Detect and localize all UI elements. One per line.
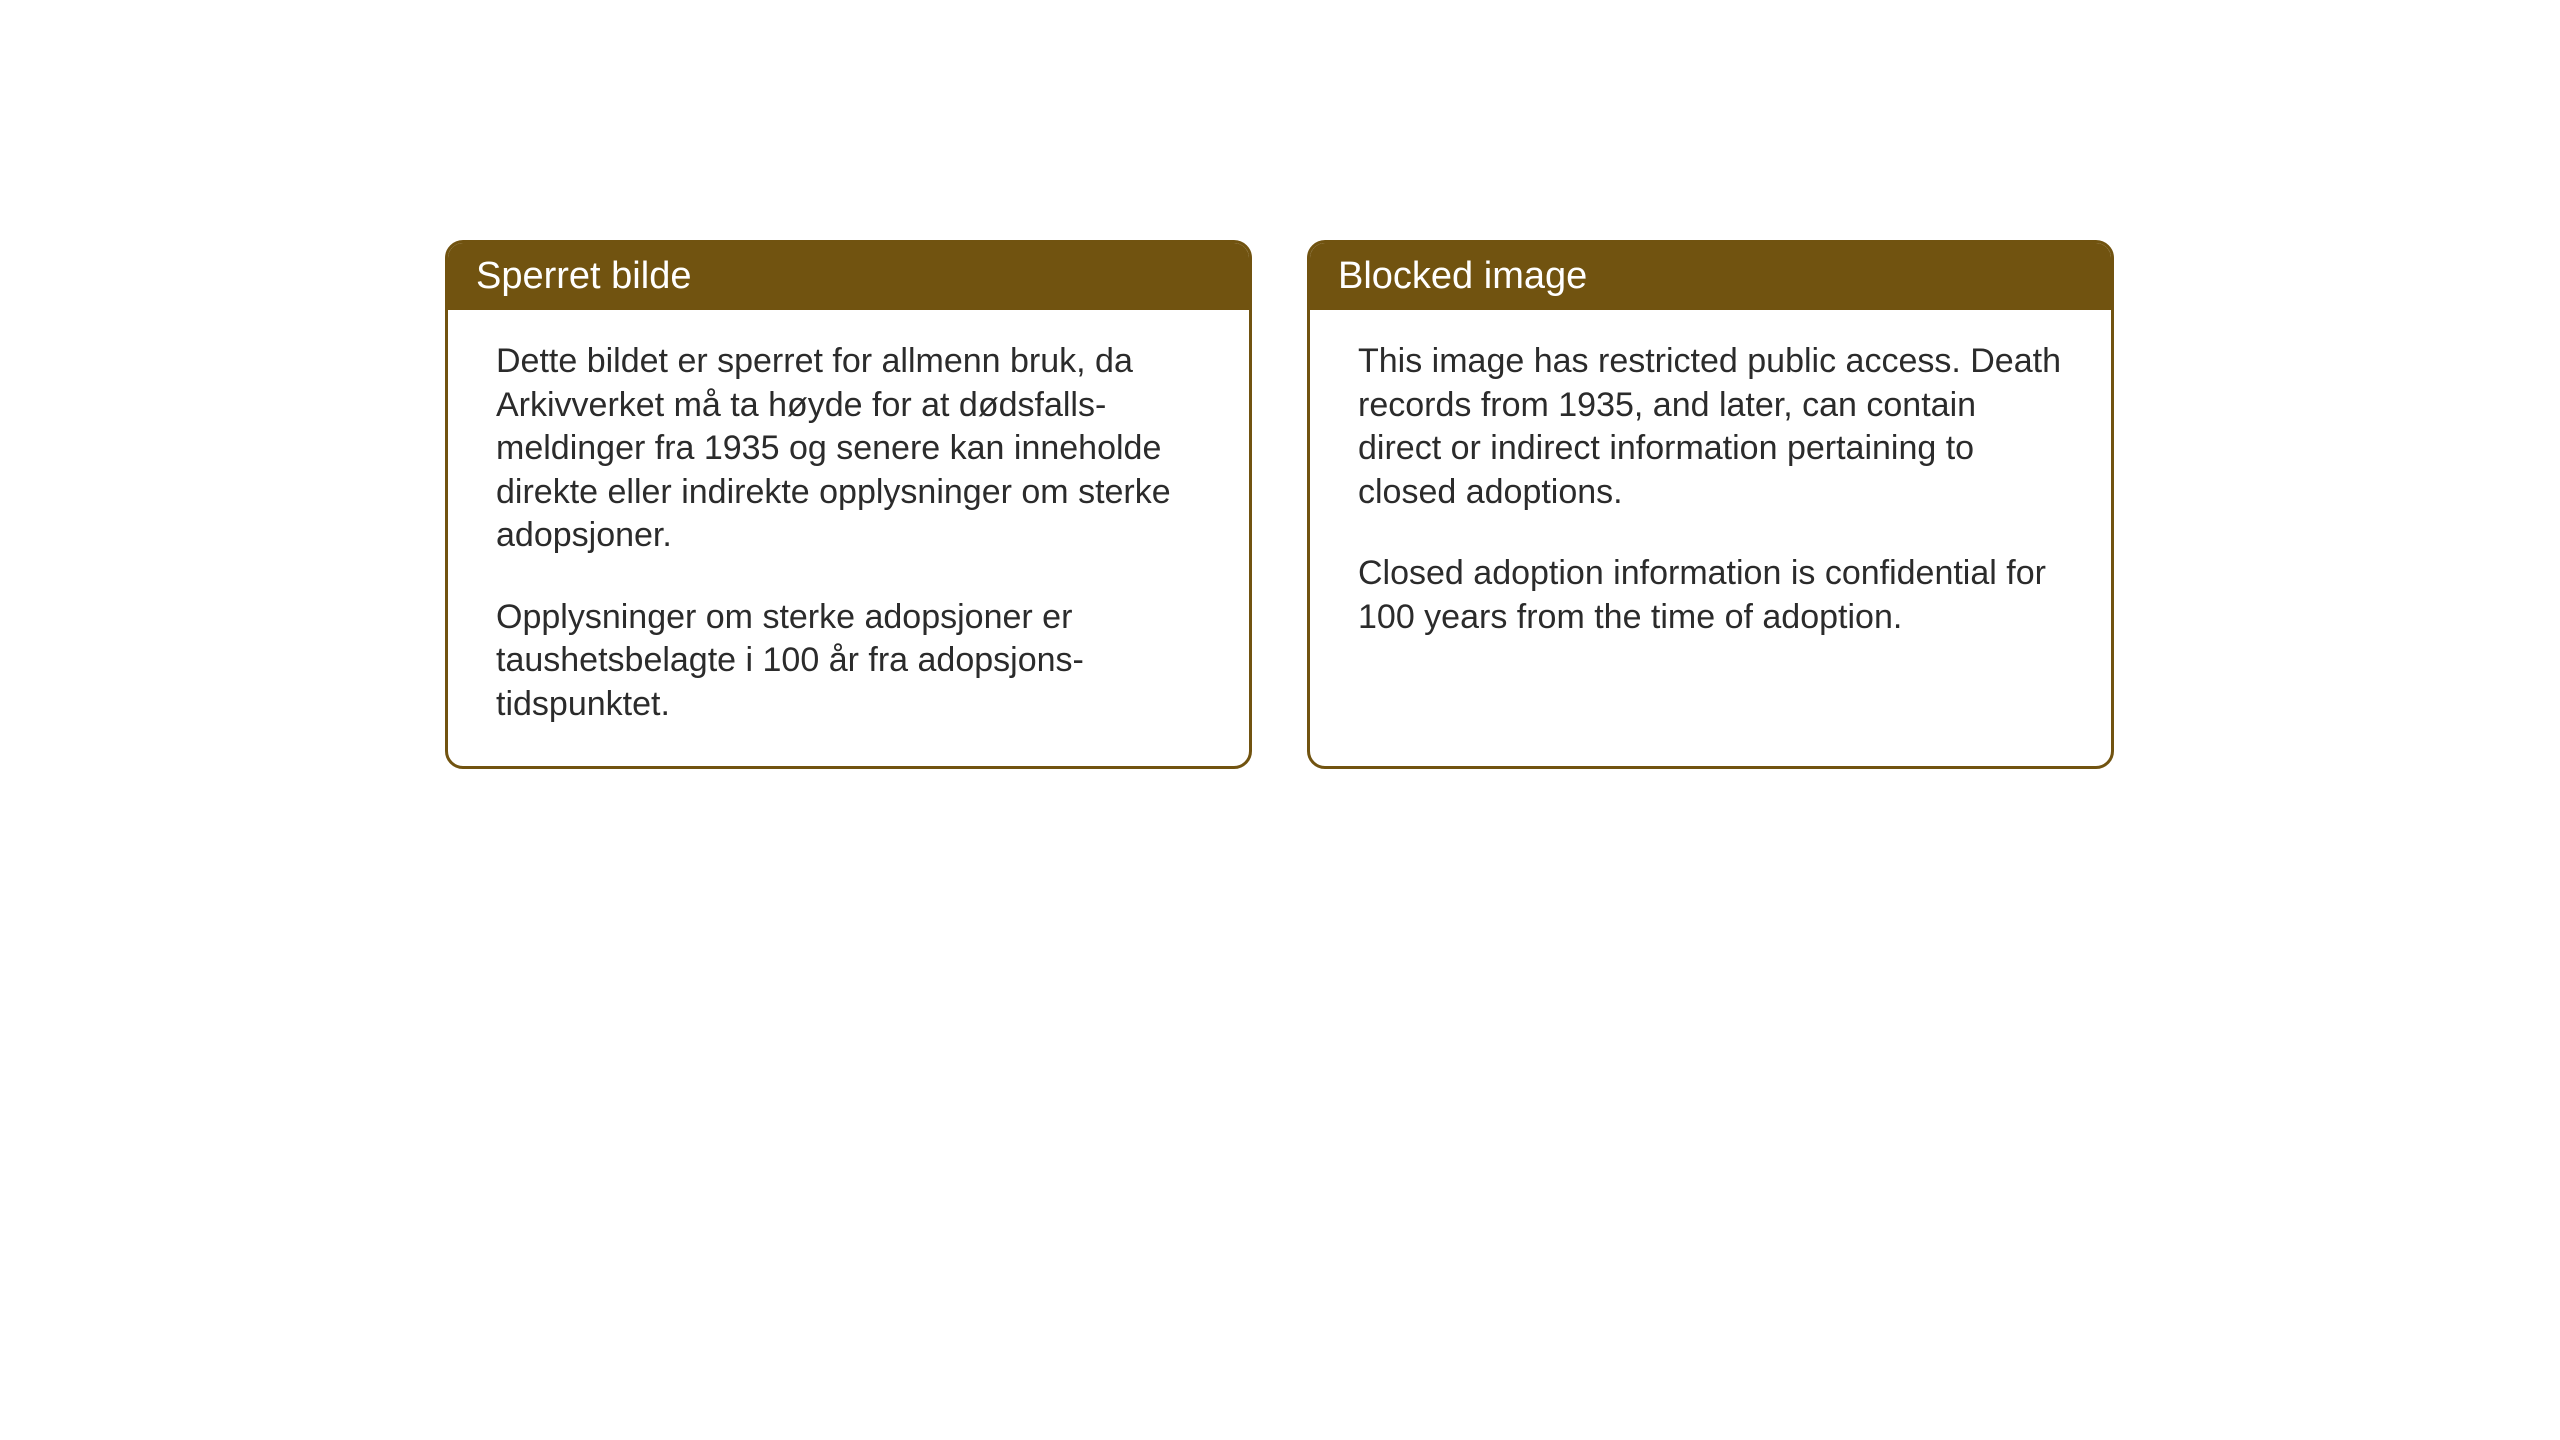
norwegian-paragraph-1: Dette bildet er sperret for allmenn bruk… — [496, 340, 1201, 558]
english-notice-card: Blocked image This image has restricted … — [1307, 240, 2114, 769]
english-paragraph-1: This image has restricted public access.… — [1358, 340, 2063, 514]
norwegian-card-header: Sperret bilde — [448, 243, 1249, 310]
norwegian-paragraph-2: Opplysninger om sterke adopsjoner er tau… — [496, 596, 1201, 727]
english-card-header: Blocked image — [1310, 243, 2111, 310]
english-card-title: Blocked image — [1338, 255, 2083, 298]
english-card-body: This image has restricted public access.… — [1310, 310, 2111, 690]
norwegian-notice-card: Sperret bilde Dette bildet er sperret fo… — [445, 240, 1252, 769]
english-paragraph-2: Closed adoption information is confident… — [1358, 552, 2063, 639]
norwegian-card-body: Dette bildet er sperret for allmenn bruk… — [448, 310, 1249, 766]
norwegian-card-title: Sperret bilde — [476, 255, 1221, 298]
notice-container: Sperret bilde Dette bildet er sperret fo… — [445, 240, 2114, 769]
